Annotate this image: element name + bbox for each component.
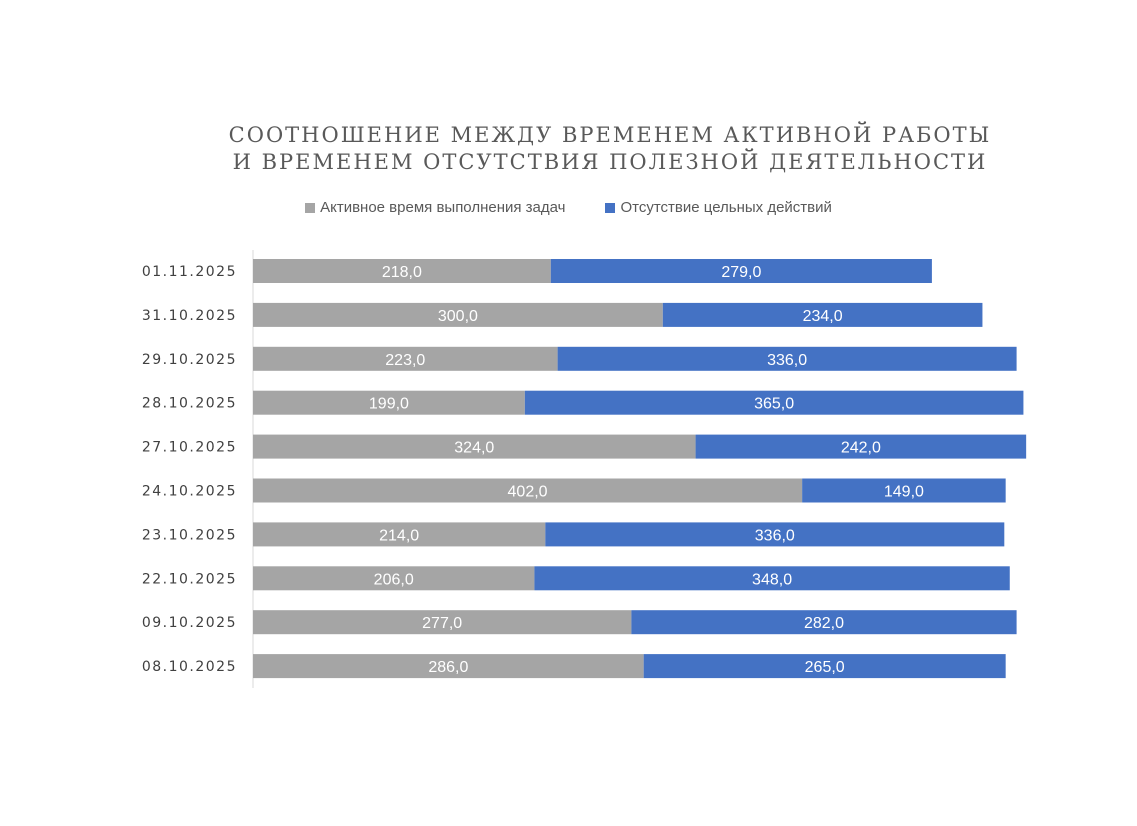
data-label: 242,0 (841, 440, 881, 457)
data-label: 279,0 (721, 264, 761, 281)
bar-idle (662, 302, 983, 327)
data-label: 277,0 (422, 615, 462, 632)
data-label: 218,0 (382, 264, 422, 281)
bar-active (253, 259, 551, 283)
data-label: 223,0 (385, 352, 425, 369)
bar-active (253, 346, 558, 371)
category-label: 31.10.2025 (142, 308, 237, 324)
bar-idle (524, 390, 1024, 415)
category-label: 08.10.2025 (142, 659, 237, 675)
bar-active (253, 610, 632, 635)
data-label: 336,0 (755, 527, 795, 544)
category-label: 23.10.2025 (142, 527, 237, 543)
bar-active (253, 478, 803, 503)
data-label: 286,0 (428, 659, 468, 676)
bar-idle (631, 610, 1017, 635)
data-label: 324,0 (454, 440, 494, 457)
category-label: 01.11.2025 (142, 264, 237, 280)
bar-idle (557, 346, 1017, 371)
data-label: 282,0 (804, 615, 844, 632)
data-label: 206,0 (374, 571, 414, 588)
chart-title: СООТНОШЕНИЕ МЕЖДУ ВРЕМЕНЕМ АКТИВНОЙ РАБО… (160, 122, 1060, 176)
data-label: 199,0 (369, 396, 409, 413)
bar-active (253, 654, 644, 679)
data-label: 234,0 (803, 308, 843, 325)
legend-item-idle: Отсутствие цельных действий (605, 199, 832, 216)
data-label: 336,0 (767, 352, 807, 369)
data-label: 348,0 (752, 571, 792, 588)
bar-idle (695, 434, 1027, 459)
legend: Активное время выполнения задач Отсутств… (0, 199, 1137, 216)
category-label: 27.10.2025 (142, 440, 237, 456)
chart-title-line-1: СООТНОШЕНИЕ МЕЖДУ ВРЕМЕНЕМ АКТИВНОЙ РАБО… (228, 123, 992, 147)
legend-label-active: Активное время выполнения задач (320, 199, 566, 216)
legend-swatch-idle (605, 202, 616, 213)
data-label: 265,0 (805, 659, 845, 676)
bar-idle (643, 654, 1006, 679)
bar-idle (545, 522, 1005, 547)
data-label: 402,0 (508, 484, 548, 501)
data-label: 214,0 (379, 527, 419, 544)
legend-label-idle: Отсутствие цельных действий (620, 199, 832, 216)
category-label: 24.10.2025 (142, 484, 237, 500)
data-label: 149,0 (884, 484, 924, 501)
category-label: 29.10.2025 (142, 352, 237, 368)
category-label: 09.10.2025 (142, 615, 237, 631)
bar-active (253, 434, 696, 459)
bar-active (253, 522, 546, 547)
bar-idle (534, 566, 1010, 591)
category-label: 28.10.2025 (142, 396, 237, 412)
data-label: 300,0 (438, 308, 478, 325)
bar-idle (802, 478, 1006, 503)
bar-idle (550, 259, 932, 283)
legend-swatch-active (305, 202, 316, 213)
data-label: 365,0 (754, 396, 794, 413)
bar-active (253, 390, 525, 415)
chart-title-line-2: И ВРЕМЕНЕМ ОТСУТСТВИЯ ПОЛЕЗНОЙ ДЕЯТЕЛЬНО… (232, 150, 988, 174)
category-label: 22.10.2025 (142, 571, 237, 587)
bar-active (253, 566, 535, 591)
legend-item-active: Активное время выполнения задач (305, 199, 565, 216)
bar-active (253, 302, 663, 327)
